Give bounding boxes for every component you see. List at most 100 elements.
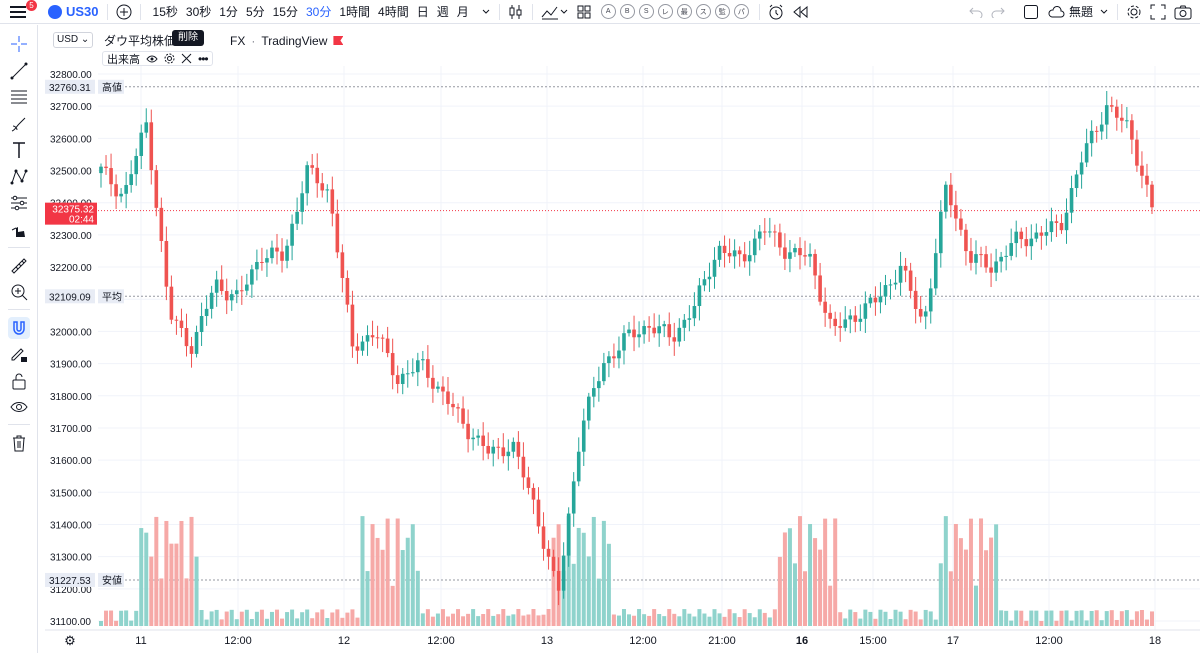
text-tool[interactable] [8,139,30,161]
candle-body [129,174,133,186]
timeframe-dropdown[interactable] [477,0,495,24]
volume-bar [958,538,963,626]
candle-body [169,286,174,320]
close-icon[interactable] [181,53,192,64]
gear-icon[interactable]: ⚙ [64,633,76,648]
rewind-icon [792,5,808,18]
volume-bar [621,609,626,626]
volume-bar [1004,610,1009,626]
pattern-tool[interactable] [8,166,30,188]
candle-body [1125,120,1129,122]
hide-drawings-tool[interactable] [8,396,30,418]
candle-body [441,386,445,392]
timeframe-9[interactable]: 週 [436,5,449,19]
volume-bar [1114,619,1119,626]
more-icon[interactable]: ••• [198,51,209,66]
measure-tool[interactable] [8,255,30,277]
timeframe-8[interactable]: 日 [416,5,429,19]
gear-icon[interactable] [164,53,175,64]
replay-button[interactable] [788,0,812,24]
level-value: 32109.09 [49,292,91,303]
volume-bar [345,612,350,626]
chart-type-button[interactable] [504,0,528,24]
indicator-shortcut-3[interactable]: レ [657,4,673,19]
timeframe-6[interactable]: 1時間 [339,5,371,19]
compare-button[interactable] [112,0,136,24]
candle-body [933,253,938,289]
brush-tool[interactable] [8,113,30,135]
candle-body [486,445,491,454]
candle-body [918,308,923,317]
volume-bar [727,609,732,626]
timeframe-10[interactable]: 月 [456,5,469,19]
x-tick-label: 12:00 [427,635,455,647]
candle-body [949,184,953,206]
alert-button[interactable] [764,0,788,24]
timeframe-4[interactable]: 15分 [272,5,298,19]
volume-bar [425,609,430,626]
zoom-tool[interactable] [8,281,30,303]
candle-body [1079,162,1084,175]
currency-label: USD [57,34,79,45]
x-tick-label: 12 [338,635,350,647]
candle-body [240,290,244,292]
lock-all-tool[interactable] [8,370,30,392]
volume-bar [1094,610,1099,626]
trend-line-tool[interactable] [8,60,30,82]
indicator-shortcut-1[interactable]: B [619,4,635,19]
save-layout-button[interactable]: 無題 [1043,0,1113,24]
candle-body [979,254,983,256]
symbol-title: ダウ平均株価 [104,34,177,48]
candle-body [395,375,400,384]
timeframe-2[interactable]: 1分 [219,5,238,19]
indicator-shortcut-6[interactable]: 監 [714,4,730,19]
undo-button[interactable] [965,0,987,24]
timeframe-0[interactable]: 15秒 [152,5,178,19]
candle-body [773,231,777,233]
volume-bar [1064,610,1069,626]
eye-icon[interactable] [146,54,158,64]
volume-bar [973,585,978,626]
candle-body [1109,105,1114,107]
candle-body [491,446,496,454]
timeframe-5[interactable]: 30分 [305,5,332,19]
candle-body [1064,212,1069,231]
volume-bar [828,585,833,626]
volume-bar [833,518,838,626]
candle-body [255,261,259,270]
fullscreen-button[interactable] [1146,0,1170,24]
prediction-tool[interactable] [8,192,30,214]
timeframe-1[interactable]: 30秒 [185,5,212,19]
indicator-shortcut-0[interactable]: A [600,4,616,19]
candle-body [375,337,380,339]
indicator-shortcut-2[interactable]: S [638,4,654,19]
crosshair-tool[interactable] [8,33,30,55]
fib-tool[interactable] [8,86,30,108]
indicators-button[interactable] [537,0,573,24]
menu-button[interactable]: 5 [0,0,37,24]
icon-tool[interactable] [8,219,30,241]
indicator-shortcut-5[interactable]: ス [695,4,711,19]
symbol-search[interactable]: US30 [32,0,103,24]
volume-bar [340,617,345,626]
currency-selector[interactable]: USD ⌄ [53,32,94,48]
remove-drawings-tool[interactable] [8,432,30,454]
volume-bar [843,618,848,626]
templates-button[interactable] [573,0,595,24]
magnet-tool[interactable] [8,317,30,339]
volume-bar [601,520,606,626]
lock-drawing-tool[interactable] [8,343,30,365]
timeframe-7[interactable]: 4時間 [378,5,409,19]
indicator-shortcut-7[interactable]: パ [733,4,749,19]
candle-body [260,261,264,263]
redo-button[interactable] [987,0,1009,24]
candle-body [1044,232,1049,236]
volume-bar [913,611,918,626]
screenshot-button[interactable] [1170,0,1200,24]
candle-body [546,548,551,557]
layout-button[interactable] [1019,0,1043,24]
timeframe-3[interactable]: 5分 [245,5,265,19]
indicator-shortcut-4[interactable]: 最 [676,4,692,19]
settings-button[interactable] [1122,0,1146,24]
